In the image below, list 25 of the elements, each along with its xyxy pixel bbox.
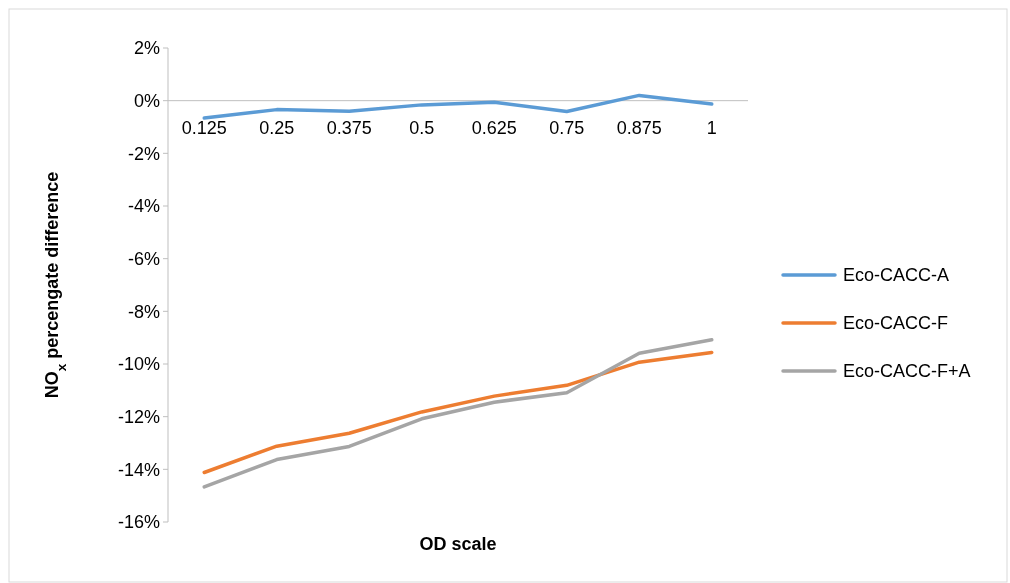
legend-label: Eco-CACC-A	[843, 265, 950, 286]
x-tick-label: 0.75	[549, 117, 585, 138]
legend-label: Eco-CACC-F+A	[843, 361, 971, 382]
y-tick-label: -2%	[127, 143, 160, 164]
y-tick-label: -12%	[117, 406, 160, 427]
x-tick-label: 0.875	[616, 117, 662, 138]
y-tick-label: 2%	[133, 38, 160, 59]
x-tick-label: 0.25	[259, 117, 295, 138]
legend-label: Eco-CACC-F	[843, 313, 949, 334]
x-tick-label: 0.5	[409, 117, 435, 138]
line-series	[202, 338, 714, 489]
y-tick-label: -8%	[127, 301, 160, 322]
y-tick-label: 0%	[133, 90, 160, 111]
line-series	[202, 93, 714, 120]
x-tick-label: 0.125	[181, 117, 227, 138]
y-tick-label: -6%	[127, 248, 160, 269]
y-tick-label: -14%	[117, 459, 160, 480]
x-tick-label: 0.625	[471, 117, 517, 138]
y-tick-label: -16%	[117, 512, 160, 533]
x-tick-label: 1	[706, 117, 717, 138]
line-series	[202, 350, 714, 475]
y-tick-label: -10%	[117, 354, 160, 375]
x-tick-label: 0.375	[326, 117, 372, 138]
y-tick-label: -4%	[127, 196, 160, 217]
x-axis-title: OD scale	[419, 534, 497, 554]
